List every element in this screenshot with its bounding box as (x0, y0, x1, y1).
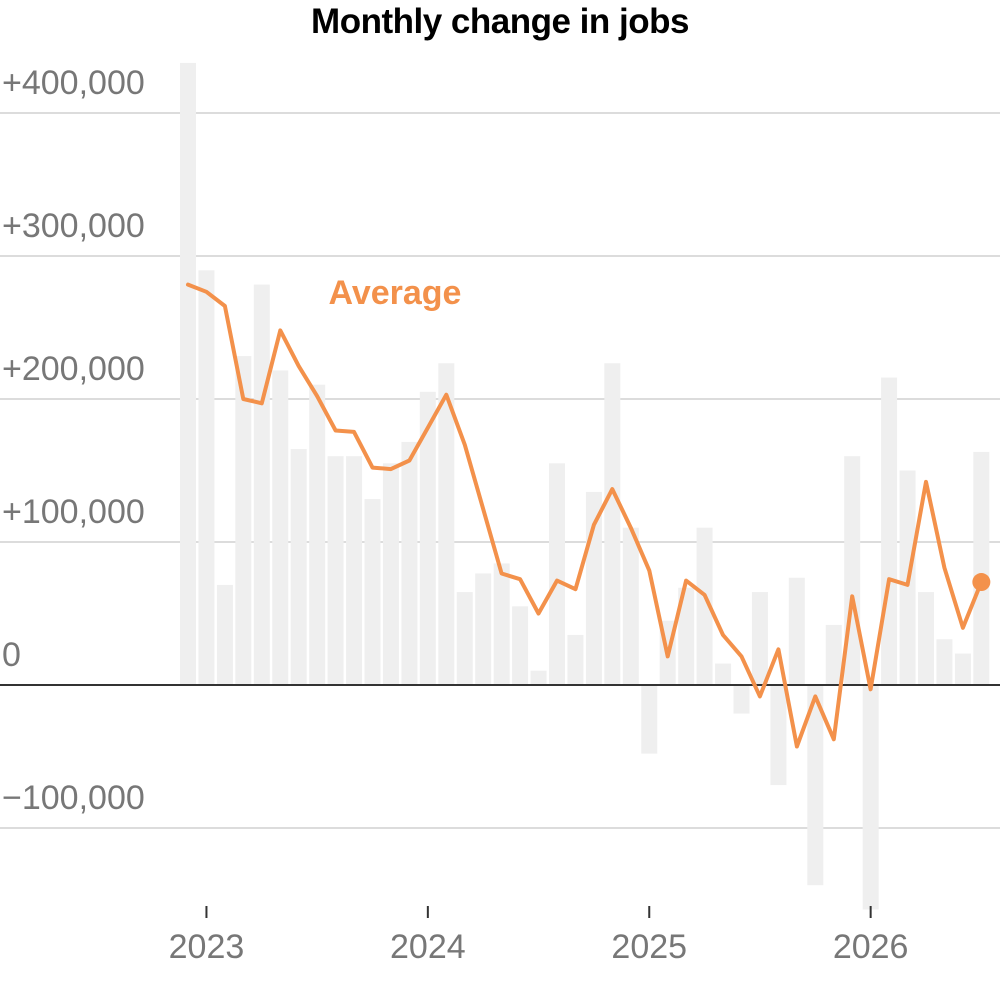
bar (438, 363, 455, 685)
bar (216, 584, 233, 685)
bar (512, 606, 529, 685)
y-tick-label: +200,000 (2, 350, 145, 388)
bar (493, 563, 510, 685)
y-tick-label: +100,000 (2, 493, 145, 531)
bar (401, 441, 418, 685)
bar (678, 587, 695, 685)
y-tick-label: −100,000 (2, 779, 145, 817)
bar (622, 527, 639, 685)
bar (936, 639, 953, 685)
bar (290, 449, 307, 685)
average-end-marker (972, 573, 991, 592)
bar (253, 284, 270, 685)
x-tick-label: 2025 (611, 928, 687, 966)
average-line-layer: Average (186, 274, 991, 749)
bar (309, 384, 326, 685)
average-line (186, 282, 984, 749)
bar (198, 270, 215, 685)
chart-title: Monthly change in jobs (311, 2, 689, 41)
bar (346, 456, 363, 685)
average-series-label: Average (329, 274, 462, 312)
y-tick-label: 0 (2, 636, 21, 674)
bar (530, 670, 547, 685)
bar (751, 592, 768, 685)
bar (272, 370, 289, 685)
bar (567, 634, 584, 685)
bar (419, 391, 436, 685)
x-axis: 2023 2024 2025 2026 (169, 906, 909, 966)
bar (382, 463, 399, 685)
x-tick-label: 2026 (833, 928, 909, 966)
gridlines (0, 112, 1000, 829)
bar (825, 624, 842, 685)
bar (475, 573, 492, 685)
bar (456, 592, 473, 685)
y-tick-label: +400,000 (2, 64, 145, 102)
bar (235, 356, 252, 685)
bar (881, 377, 898, 685)
bar (733, 685, 750, 714)
y-tick-labels: +400,000 +300,000 +200,000 +100,000 0 −100,00… (2, 64, 145, 817)
bar (641, 685, 658, 754)
y-tick-label: +300,000 (2, 207, 145, 245)
bar (604, 363, 621, 685)
x-tick-label: 2024 (390, 928, 466, 966)
bar (918, 592, 934, 685)
bar (696, 527, 713, 685)
bar (954, 653, 971, 685)
bar (327, 456, 344, 685)
bar (862, 685, 879, 910)
x-tick-label: 2023 (169, 928, 245, 966)
bar (788, 577, 805, 685)
bar (180, 62, 196, 685)
bar (973, 451, 990, 685)
bar (364, 499, 381, 685)
bar (715, 663, 732, 685)
bar (770, 685, 787, 786)
bar (807, 685, 824, 886)
bar (549, 463, 565, 685)
bars (180, 62, 990, 910)
